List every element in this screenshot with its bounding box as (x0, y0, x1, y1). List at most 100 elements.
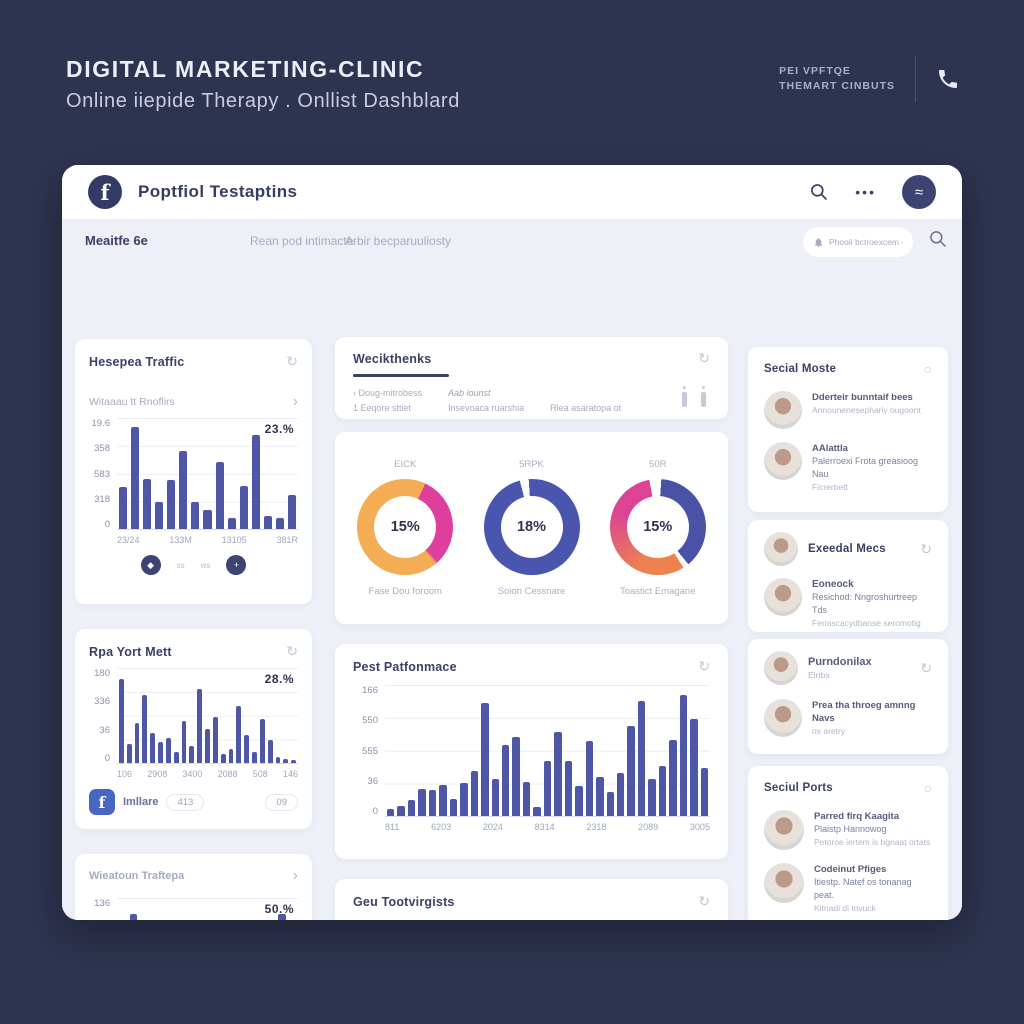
person-mid: Itiestp. Natef os tonanag peat. (814, 877, 912, 900)
list-item[interactable]: AAlattla Palerroexi Frota greasioog Nau … (764, 442, 932, 493)
social3-title: Purndonilax (808, 655, 872, 668)
report-plot: 28.% (117, 668, 298, 764)
facebook-icon: f (88, 175, 122, 209)
badge-count-2[interactable]: 09 (265, 793, 298, 811)
bar (637, 700, 646, 816)
bar (501, 745, 510, 816)
refresh-icon[interactable]: ↻ (698, 350, 710, 366)
tick-label: 811 (385, 822, 400, 832)
avatar (764, 532, 798, 566)
list-item[interactable]: Eoneock Resichod: Nngroshurtreep Tds Fen… (764, 578, 932, 629)
refresh-icon[interactable]: ↻ (286, 643, 298, 659)
donut-chart-2: 18% (483, 479, 580, 575)
traffic-subtitle: Witaaau tt Rnoflirs (89, 396, 175, 408)
weekly-card: Wecikthenks ↻ › Doug-mitrobess 1 Eeqore … (335, 337, 728, 419)
header-contact: PEI VPFTQE THEMART CINBUTS (779, 56, 960, 102)
tick-label: 136 (94, 898, 110, 909)
weekly-col-3: Rlea asaratopa ot (550, 401, 621, 416)
weekly-col1-line2[interactable]: 1 Eeqore sttiet (353, 403, 412, 413)
mini-bar-chart-icon[interactable] (682, 386, 687, 407)
tick-label: 146 (282, 769, 298, 779)
donut2-value: 18% (516, 519, 547, 535)
chevron-right-icon: › (292, 867, 298, 884)
traffic-subrow[interactable]: Witaaau tt Rnoflirs › (89, 394, 298, 410)
list-item[interactable]: Prea tha throeg amnng Navs os aretry (764, 699, 932, 737)
bar (658, 766, 667, 816)
seciul-ports-card: Seciul Ports ○ Parred firq Kaagita Plais… (748, 766, 948, 920)
bar (173, 751, 179, 763)
plus-badge-icon[interactable]: + (226, 555, 247, 575)
bar (129, 914, 138, 920)
bar (554, 732, 562, 816)
avatar (764, 578, 802, 616)
bar (215, 462, 224, 529)
phone-icon[interactable] (936, 67, 960, 91)
donut-chart-3: 15% (609, 479, 706, 575)
bar (291, 760, 297, 763)
bar (449, 798, 458, 816)
bar (179, 451, 188, 529)
donut3-value: 15% (643, 519, 673, 535)
traffic-annotation: 23.% (264, 422, 294, 436)
donuts-card: EICK 15% Fase Dou foroom 5RPK 18% Soion … (335, 432, 728, 624)
post-x-axis: 811 6203 2024 8314 2318 2089 3005 (385, 822, 710, 832)
tick-label: 19.6 (91, 418, 111, 429)
donut-chart-1: 15% (357, 479, 454, 575)
post-card-header: Pest Patfonmace ↻ (353, 658, 710, 675)
circle-icon[interactable]: ○ (923, 780, 932, 796)
contact-text: PEI VPFTQE THEMART CINBUTS (779, 64, 895, 94)
post-card-title: Pest Patfonmace (353, 659, 457, 674)
bar (627, 725, 635, 816)
mini-bar-chart-icon[interactable] (701, 386, 706, 407)
bottom-left-card: Wieatoun Traftepa › 1363537.0 50.% (75, 854, 312, 920)
search-field-value: Phooli bctroexcem - 21 (829, 237, 903, 247)
traffic-y-axis: 19.6 358 583 318 0 (89, 418, 117, 530)
bar (251, 434, 260, 529)
refresh-icon[interactable]: ↻ (920, 540, 932, 557)
refresh-icon[interactable]: ↻ (920, 659, 932, 676)
refresh-icon[interactable]: ↻ (698, 658, 710, 674)
avatar (764, 810, 804, 850)
social4-title: Seciul Ports (764, 782, 833, 794)
search-field[interactable]: Phooli bctroexcem - 21 (803, 227, 913, 257)
diamond-badge-icon[interactable]: ◆ (140, 555, 161, 575)
donut1-value: 15% (390, 519, 420, 535)
search-icon[interactable] (809, 182, 829, 202)
avatar (764, 391, 802, 429)
nav-tab-2[interactable]: Rean pod intimacte (250, 234, 354, 248)
social1-list: Dderteir bunntaif bees Announenesephariy… (764, 391, 932, 493)
list-item[interactable]: Codeinut Pfiges Itiestp. Natef os tonana… (764, 863, 932, 914)
list-item[interactable]: Dderteir bunntaif bees Announenesephariy… (764, 391, 932, 429)
bar (197, 688, 203, 763)
bar (244, 734, 250, 763)
list-item[interactable]: Parred firq Kaagita Plaistp Hannowog Pet… (764, 810, 932, 850)
badge-count-1[interactable]: 413 (166, 793, 205, 811)
refresh-icon[interactable]: ↻ (698, 893, 710, 909)
weekly-col1-line1[interactable]: › Doug-mitrobess (353, 388, 423, 398)
app-bar: f Poptfiol Testaptins ••• ≈ (62, 165, 962, 219)
bottom-left-bars (117, 898, 298, 920)
tick-label: 508 (252, 769, 268, 779)
nav-tab-3[interactable]: Arbir becparuuliosty (345, 234, 452, 248)
refresh-icon[interactable]: ↻ (286, 353, 298, 369)
tick-label: 336 (94, 696, 110, 708)
post-bars (385, 685, 710, 816)
geo-card-header: Geu Tootvirgists ↻ (353, 893, 710, 910)
bottom-left-header[interactable]: Wieatoun Traftepa › (89, 868, 298, 884)
person-title: Dderteir bunntaif bees (812, 392, 913, 403)
person-text: Eoneock Resichod: Nngroshurtreep Tds Fen… (812, 578, 932, 629)
tick-label: 2908 (147, 769, 168, 779)
profile-avatar-button[interactable]: ≈ (902, 175, 936, 209)
circle-icon[interactable]: ○ (923, 361, 932, 377)
post-performance-card: Pest Patfonmace ↻ 166 550 555 36 0 811 6203 20… (335, 644, 728, 859)
tick-label: 555 (362, 745, 378, 757)
bottom-left-annotation: 50.% (264, 902, 294, 916)
nav-tab-active[interactable]: Meaitfe 6e (85, 233, 148, 248)
report-card: Rpa Yort Mett ↻ 180 336 36 0 28.% 106 2908 34… (75, 629, 312, 829)
bar (690, 719, 698, 816)
search-submit-icon[interactable] (928, 229, 948, 249)
weekly-col2-line2: Insevoaca ruarshia (448, 403, 525, 413)
social3-subtitle: Eirtbs (808, 669, 830, 680)
overflow-menu-icon[interactable]: ••• (855, 184, 876, 200)
bar (418, 788, 426, 816)
